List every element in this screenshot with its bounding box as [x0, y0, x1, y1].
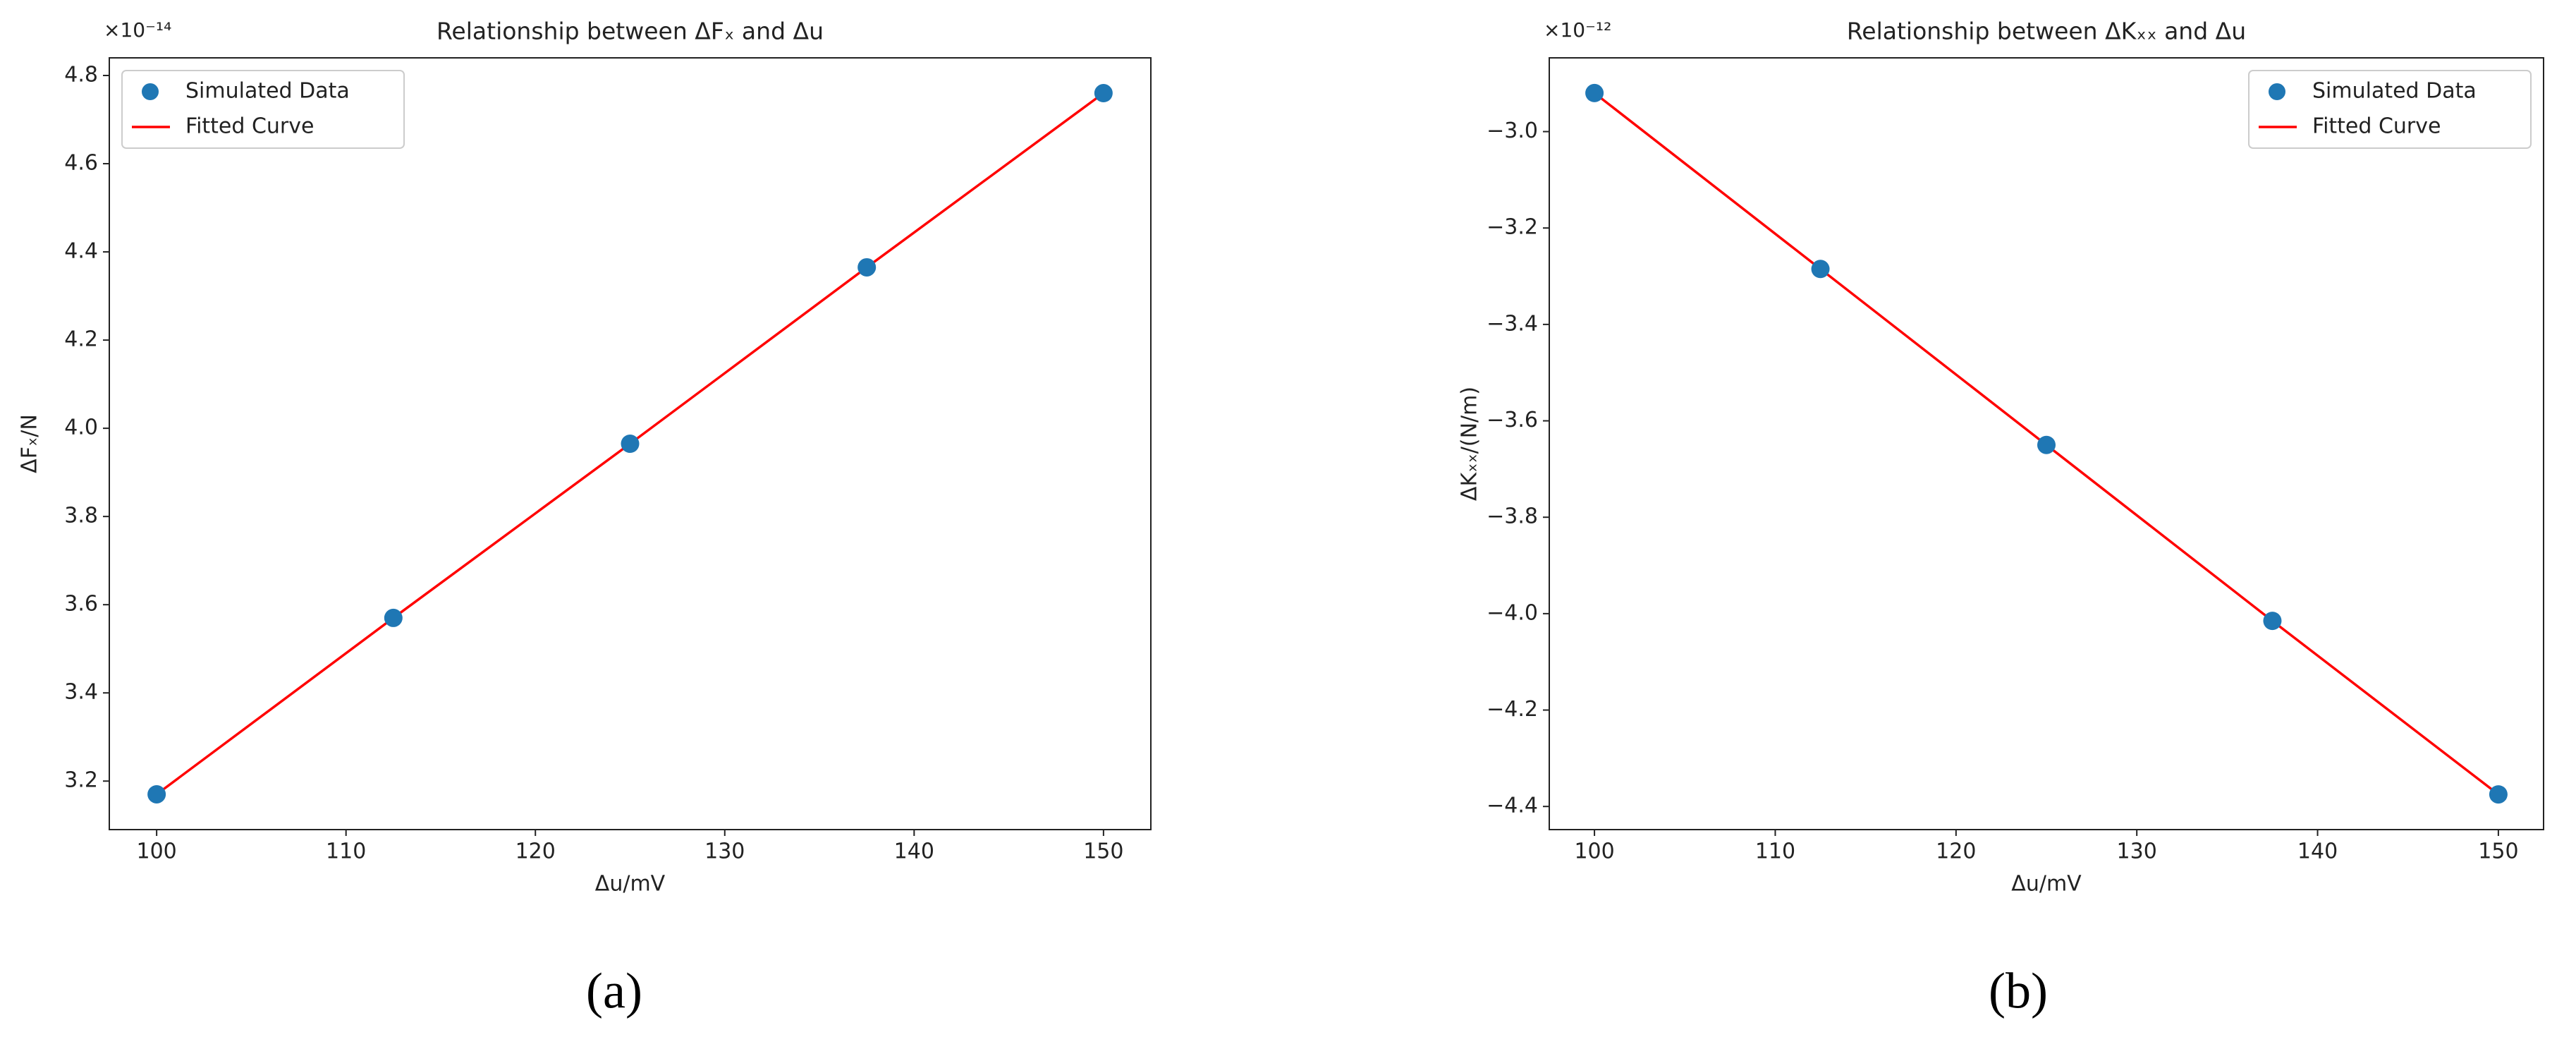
x-axis-label: Δu/mV [595, 872, 666, 897]
x-tick-label: 110 [1755, 839, 1795, 864]
legend-label: Simulated Data [2312, 79, 2477, 104]
data-point [2037, 435, 2056, 454]
y-tick-label: 4.6 [64, 151, 98, 176]
y-tick-label: 3.4 [64, 680, 98, 705]
y-tick-label: −4.0 [1487, 600, 1538, 625]
y-axis-label: ΔKₓₓ/(N/m) [1458, 387, 1482, 501]
plot-frame [1549, 57, 2544, 830]
y-tick-label: 3.2 [64, 768, 98, 793]
data-point [1094, 84, 1113, 103]
x-tick-label: 110 [326, 839, 366, 864]
x-tick-label: 150 [2478, 839, 2518, 864]
chart-title: Relationship between ΔFₓ and Δu [437, 18, 824, 45]
data-point [2489, 785, 2508, 804]
x-tick-label: 120 [1936, 839, 1976, 864]
y-tick-label: 4.0 [64, 416, 98, 440]
x-tick-label: 150 [1083, 839, 1123, 864]
data-point [1585, 83, 1604, 102]
x-tick-label: 100 [1574, 839, 1614, 864]
legend-label: Fitted Curve [2312, 114, 2441, 139]
data-point [857, 257, 877, 277]
data-point [147, 784, 166, 803]
data-point [1811, 260, 1830, 279]
chart-title: Relationship between ΔKₓₓ and Δu [1847, 18, 2246, 45]
y-tick-label: 3.6 [64, 592, 98, 617]
y-offset-label: ×10⁻¹⁴ [104, 18, 171, 42]
y-tick-label: −3.4 [1487, 311, 1538, 336]
y-tick-label: −3.6 [1487, 408, 1538, 432]
y-tick-label: 3.8 [64, 504, 98, 528]
legend-box [2248, 70, 2532, 149]
y-tick-label: −4.4 [1487, 794, 1538, 818]
y-tick-label: −3.2 [1487, 215, 1538, 240]
legend-marker [142, 83, 159, 100]
legend-marker [2269, 83, 2285, 100]
y-tick-label: 4.8 [64, 63, 98, 87]
legend-label: Simulated Data [185, 79, 350, 104]
panel-label: (b) [1989, 963, 2048, 1019]
plot-frame [109, 57, 1152, 830]
y-tick-label: −3.0 [1487, 119, 1538, 143]
y-offset-label: ×10⁻¹² [1544, 18, 1611, 42]
y-tick-label: 4.4 [64, 239, 98, 264]
x-tick-label: 100 [137, 839, 177, 864]
y-axis-label: ΔFₓ/N [18, 414, 42, 473]
legend-box [121, 70, 405, 149]
data-point [621, 435, 640, 453]
x-tick-label: 120 [515, 839, 556, 864]
x-tick-label: 130 [704, 839, 745, 864]
x-tick-label: 130 [2117, 839, 2157, 864]
legend-label: Fitted Curve [185, 114, 314, 139]
data-point [384, 608, 403, 627]
x-tick-label: 140 [894, 839, 934, 864]
y-tick-label: −3.8 [1487, 504, 1538, 529]
x-tick-label: 140 [2297, 839, 2338, 864]
data-point [2263, 612, 2282, 631]
y-tick-label: 4.2 [64, 327, 98, 352]
panel-label: (a) [586, 963, 642, 1019]
y-tick-label: −4.2 [1487, 697, 1538, 722]
x-axis-label: Δu/mV [2011, 872, 2082, 897]
